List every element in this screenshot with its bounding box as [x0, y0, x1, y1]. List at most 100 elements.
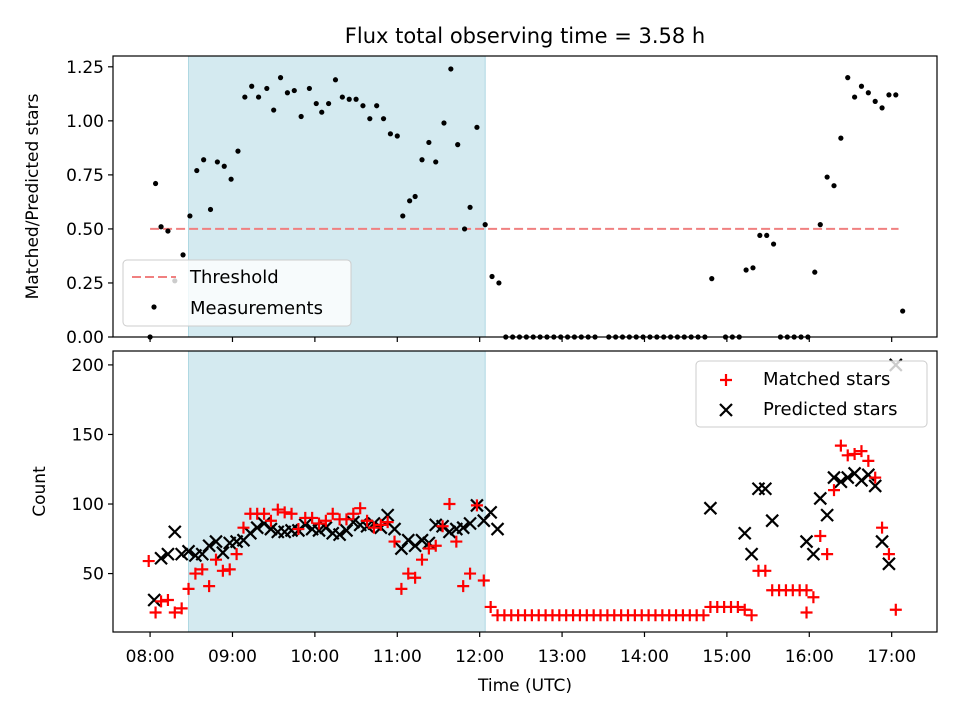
matched-point — [285, 507, 298, 520]
matched-point — [697, 609, 710, 622]
matched-point — [731, 600, 744, 613]
matched-point — [216, 564, 229, 577]
measurement-point — [448, 66, 454, 72]
matched-point — [149, 606, 162, 619]
matched-point — [889, 603, 902, 616]
measurement-point — [474, 124, 480, 130]
top-legend-box — [122, 259, 352, 327]
predicted-point — [312, 523, 326, 538]
matched-point — [196, 563, 209, 576]
predicted-point — [483, 505, 498, 520]
predicted-point — [737, 526, 752, 541]
matched-point — [841, 449, 854, 462]
measurement-point — [187, 213, 193, 219]
predicted-point — [765, 513, 779, 528]
matched-point — [464, 567, 477, 580]
matched-point — [210, 553, 222, 566]
matched-point — [340, 513, 353, 526]
x-axis-label: Time (UTC) — [477, 676, 572, 696]
predicted-point — [827, 470, 841, 485]
top-y-axis-label: Matched/Predicted stars — [23, 93, 43, 299]
x-tick-label: 15:00 — [702, 647, 751, 667]
matched-point — [189, 567, 202, 580]
matched-point — [326, 507, 339, 520]
matched-point — [347, 507, 360, 520]
predicted-point — [147, 593, 161, 607]
matched-points — [142, 439, 902, 622]
measurement-point — [400, 213, 406, 219]
matched-point — [876, 521, 889, 534]
measurement-point — [419, 157, 425, 163]
measurement-point — [214, 159, 220, 165]
matched-point — [237, 521, 250, 534]
predicted-point — [456, 520, 470, 535]
matched-point — [416, 553, 428, 566]
predicted-point — [463, 516, 477, 531]
predicted-point — [703, 501, 718, 515]
measurement-point — [817, 222, 823, 228]
legend-matched-swatch — [720, 374, 732, 386]
measurement-point — [387, 131, 394, 137]
matched-point — [436, 520, 449, 533]
matched-point — [168, 606, 181, 619]
predicted-point — [216, 545, 230, 560]
matched-point — [807, 591, 820, 604]
measurement-point — [838, 135, 844, 141]
bottom-x-ticks: 08:00 09:00 10:00 11:00 12:00 13:00 14:00 15:00… — [126, 632, 916, 667]
bottom-y-axis-label: Count — [30, 466, 50, 517]
top-y-ticks: 0.00 0.25 0.50 0.75 1.00 1.25 — [66, 58, 113, 348]
bottom-observing-span — [188, 350, 486, 633]
measurement-point — [158, 224, 164, 230]
matched-point — [161, 594, 174, 607]
chart-title: Flux total observing time = 3.58 h — [345, 24, 705, 48]
matched-point — [477, 574, 490, 587]
measurement-point — [893, 92, 899, 98]
predicted-point — [442, 525, 457, 539]
top-legend: Threshold Measurements — [122, 259, 352, 327]
matched-point — [155, 595, 168, 608]
measurement-point — [313, 100, 319, 107]
bottom-y-ticks: 50 100 150 200 — [72, 356, 113, 585]
measurement-point — [407, 198, 413, 204]
legend-threshold-label: Threshold — [189, 267, 279, 288]
measurement-point — [242, 94, 248, 100]
matched-point — [738, 603, 751, 616]
measurement-point — [426, 139, 432, 146]
measurement-point — [757, 232, 763, 239]
matched-point — [264, 514, 277, 527]
matched-point — [821, 548, 834, 561]
measurement-point — [271, 107, 277, 113]
measurement-point — [879, 105, 885, 111]
measurement-point — [367, 116, 373, 122]
matched-point — [422, 542, 435, 555]
measurement-point — [298, 113, 304, 120]
measurement-point — [461, 226, 468, 232]
matched-point — [367, 521, 380, 534]
matched-point — [361, 514, 374, 527]
matched-point — [484, 600, 497, 613]
matched-point — [759, 564, 772, 577]
bottom-frame — [112, 350, 938, 633]
measurement-point — [455, 142, 461, 148]
predicted-point — [875, 534, 889, 549]
measurement-point — [194, 167, 200, 174]
measurement-point — [306, 85, 312, 92]
matched-point — [409, 571, 422, 584]
predicted-point — [861, 468, 876, 482]
measurement-point — [865, 90, 871, 96]
x-tick-label: 14:00 — [620, 647, 669, 667]
predicted-point — [813, 491, 828, 506]
predicted-point — [346, 515, 361, 529]
matched-point — [800, 606, 813, 619]
predicted-point — [490, 522, 505, 536]
matched-point — [457, 580, 470, 593]
top-y-tick-label: 1.25 — [66, 58, 104, 78]
measurement-point — [467, 204, 473, 210]
matched-point — [278, 506, 291, 519]
x-tick-label: 16:00 — [785, 647, 834, 667]
measurement-point — [319, 109, 325, 115]
matched-point — [223, 563, 236, 576]
predicted-point — [840, 470, 855, 485]
measurement-point — [201, 157, 207, 163]
measurement-point — [886, 92, 892, 98]
